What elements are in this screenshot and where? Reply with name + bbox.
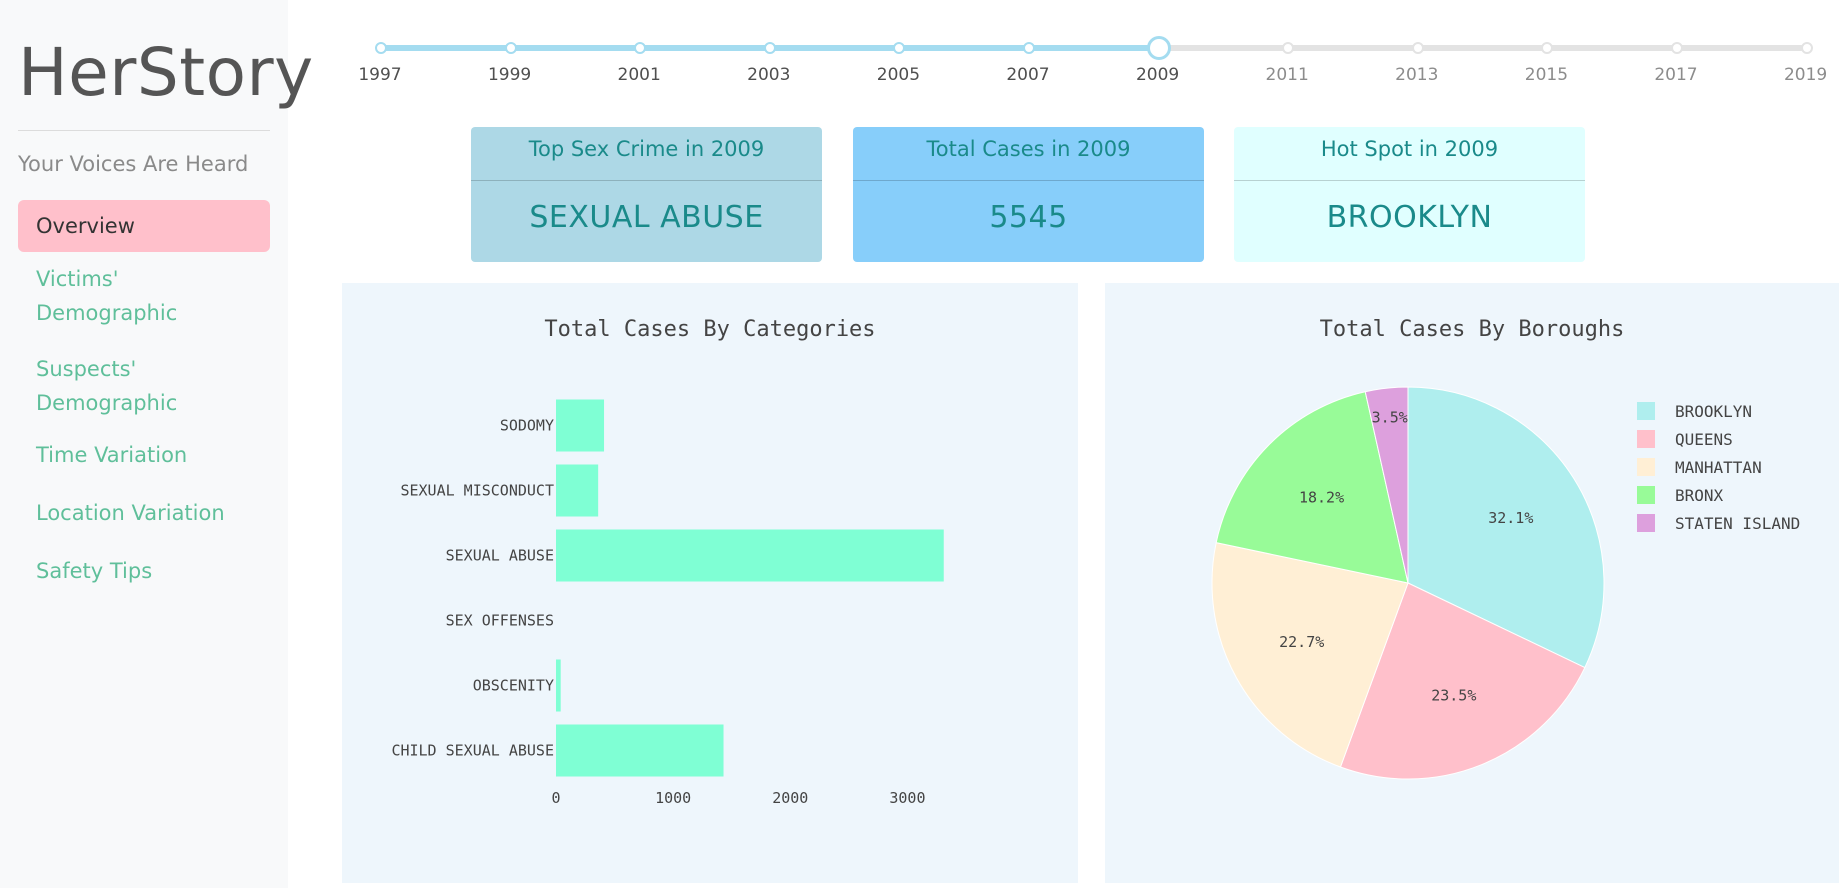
bar-category-label: SEXUAL ABUSE bbox=[446, 547, 554, 565]
tagline: Your Voices Are Heard bbox=[18, 152, 249, 176]
bar-category-label: CHILD SEXUAL ABUSE bbox=[391, 742, 554, 760]
legend-swatch bbox=[1637, 430, 1655, 448]
card-total-cases-value: 5545 bbox=[989, 200, 1068, 235]
slider-dot-2011[interactable] bbox=[1282, 42, 1295, 54]
slider-mark-2005[interactable]: 2005 bbox=[876, 65, 921, 85]
slider-mark-1999[interactable]: 1999 bbox=[487, 65, 532, 85]
bar-category-label: SEXUAL MISCONDUCT bbox=[400, 482, 554, 500]
slider-mark-2015[interactable]: 2015 bbox=[1524, 65, 1569, 85]
legend-label: QUEENS bbox=[1675, 430, 1733, 449]
slider-mark-2001[interactable]: 2001 bbox=[617, 65, 661, 85]
pie-chart-title: Total Cases By Boroughs bbox=[1319, 317, 1625, 342]
slider-dot-2003[interactable] bbox=[763, 42, 776, 54]
pie-slice-bronx bbox=[1215, 391, 1409, 584]
legend-swatch bbox=[1637, 458, 1655, 476]
card-total-cases-title: Total Cases in 2009 bbox=[853, 127, 1204, 181]
sidebar: HerStory Your Voices Are Heard Overview … bbox=[0, 0, 313, 888]
nav-menu: Overview Victims' Demographic Suspects' … bbox=[18, 200, 270, 600]
legend-swatch bbox=[1637, 486, 1655, 504]
pie-slice-label: 3.5% bbox=[1372, 408, 1408, 426]
pie-chart-panel: Total Cases By Boroughs 32.1% 23.5% 22.7% 1… bbox=[1105, 283, 1839, 883]
bar-x-tick: 3000 bbox=[889, 789, 925, 807]
slider-dot-2017[interactable] bbox=[1671, 42, 1683, 54]
bar-category-label: SEX OFFENSES bbox=[446, 612, 554, 630]
slider-mark-2007[interactable]: 2007 bbox=[1006, 65, 1050, 85]
pie-slice-manhattan bbox=[1211, 542, 1409, 768]
bar-chart: SODOMY SEXUAL MISCONDUCT SEXUAL ABUSE SEX O… bbox=[391, 399, 944, 807]
bar-chart-panel: Total Cases By Categories SODOMY SEXUAL M… bbox=[342, 283, 1078, 883]
nav-item-time-variation[interactable]: Time Variation bbox=[36, 443, 188, 467]
bar-category-label: OBSCENITY bbox=[473, 677, 554, 695]
pie-slice-brooklyn bbox=[1407, 386, 1605, 669]
slider-mark-2013[interactable]: 2013 bbox=[1395, 65, 1439, 85]
legend-label: BROOKLYN bbox=[1675, 402, 1753, 421]
bar-x-tick: 0 bbox=[551, 789, 560, 807]
slider-handle[interactable] bbox=[1146, 36, 1171, 60]
bar-sexual-misconduct bbox=[556, 464, 599, 517]
bar-x-tick: 2000 bbox=[772, 789, 808, 807]
slider-mark-2009[interactable]: 2009 bbox=[1135, 65, 1180, 85]
pie-slice-label: 23.5% bbox=[1431, 687, 1476, 705]
nav-item-overview[interactable]: Overview bbox=[18, 200, 270, 252]
pie-slice-label: 32.1% bbox=[1488, 509, 1533, 527]
slider-dot-1997[interactable] bbox=[375, 42, 387, 54]
bar-category-label: SODOMY bbox=[500, 417, 554, 435]
slider-dot-2007[interactable] bbox=[1023, 42, 1035, 54]
nav-item-suspects-demographic[interactable]: Suspects' Demographic bbox=[36, 357, 178, 415]
bar-sodomy bbox=[556, 399, 605, 452]
bar-chart-title: Total Cases By Categories bbox=[544, 317, 876, 342]
slider-dot-2019[interactable] bbox=[1800, 42, 1813, 54]
pie-slice-staten-island bbox=[1364, 386, 1409, 584]
bar-child-sexual-abuse bbox=[556, 724, 724, 777]
nav-item-safety-tips[interactable]: Safety Tips bbox=[36, 559, 153, 583]
year-slider[interactable]: 1997 1999 2001 2003 2005 2007 2009 2011 2013 2015… bbox=[330, 26, 1827, 96]
card-total-cases: Total Cases in 2009 5545 bbox=[853, 127, 1204, 262]
legend-swatch bbox=[1637, 402, 1655, 420]
slider-mark-1997[interactable]: 1997 bbox=[358, 65, 402, 85]
nav-item-victims-demographic[interactable]: Victims' Demographic bbox=[36, 267, 178, 325]
card-top-crime-title: Top Sex Crime in 2009 bbox=[471, 127, 822, 181]
divider bbox=[18, 130, 270, 131]
card-hot-spot-title: Hot Spot in 2009 bbox=[1234, 127, 1585, 181]
legend-label: STATEN ISLAND bbox=[1675, 514, 1801, 533]
brand-title: HerStory bbox=[18, 34, 314, 111]
bar-sexual-abuse bbox=[556, 529, 944, 582]
slider-mark-2019[interactable]: 2019 bbox=[1783, 65, 1828, 85]
legend-swatch bbox=[1637, 514, 1655, 532]
legend-label: MANHATTAN bbox=[1675, 458, 1762, 477]
card-top-crime: Top Sex Crime in 2009 SEXUAL ABUSE bbox=[471, 127, 822, 262]
slider-mark-2003[interactable]: 2003 bbox=[747, 65, 791, 85]
card-hot-spot: Hot Spot in 2009 BROOKLYN bbox=[1234, 127, 1585, 262]
slider-dot-2013[interactable] bbox=[1411, 42, 1424, 54]
legend-label: BRONX bbox=[1675, 486, 1724, 505]
slider-dot-1999[interactable] bbox=[504, 42, 517, 54]
pie-slice-queens bbox=[1339, 582, 1586, 780]
slider-dot-2005[interactable] bbox=[893, 42, 906, 54]
card-hot-spot-value: BROOKLYN bbox=[1326, 200, 1493, 235]
bar-x-tick: 1000 bbox=[655, 789, 691, 807]
nav-item-location-variation[interactable]: Location Variation bbox=[36, 501, 225, 525]
slider-mark-2017[interactable]: 2017 bbox=[1654, 65, 1698, 85]
slider-dot-2015[interactable] bbox=[1541, 42, 1554, 54]
card-top-crime-value: SEXUAL ABUSE bbox=[529, 200, 764, 235]
slider-dot-2001[interactable] bbox=[634, 42, 647, 54]
pie-chart: 32.1% 23.5% 22.7% 18.2% 3.5% bbox=[1211, 386, 1605, 780]
bar-obscenity bbox=[556, 659, 561, 712]
slider-mark-2011[interactable]: 2011 bbox=[1265, 65, 1309, 85]
pie-slice-label: 22.7% bbox=[1279, 633, 1324, 651]
pie-slice-label: 18.2% bbox=[1299, 489, 1344, 507]
